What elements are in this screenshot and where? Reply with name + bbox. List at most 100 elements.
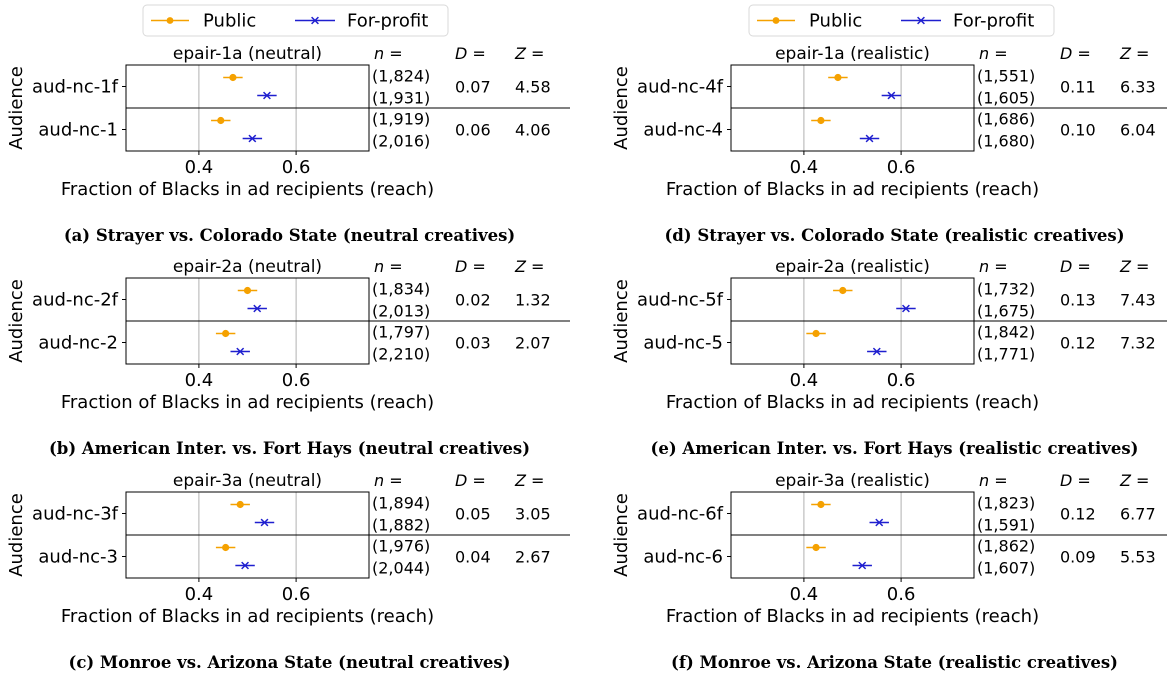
z-value: 6.04: [1120, 121, 1156, 140]
d-value: 0.06: [455, 121, 491, 140]
y-axis-label: Audience: [611, 66, 632, 150]
x-tick-label: 0.6: [282, 157, 311, 178]
z-value: 6.33: [1120, 78, 1156, 97]
public-point: [812, 329, 820, 338]
legend-public-marker: [166, 17, 174, 24]
public-point: [229, 73, 237, 82]
z-value: 2.67: [515, 548, 551, 567]
panel-title: epair-2a (realistic): [775, 257, 930, 277]
x-tick-label: 0.6: [887, 157, 916, 178]
stat-header-z: Z =: [1119, 44, 1149, 63]
stat-header-d: D =: [455, 44, 486, 63]
stat-header-n: n =: [374, 257, 403, 276]
panel-caption: (d) Strayer vs. Colorado State (realisti…: [664, 226, 1124, 245]
d-value: 0.09: [1060, 548, 1096, 567]
x-tick-label: 0.4: [790, 157, 819, 178]
d-value: 0.12: [1060, 505, 1096, 524]
y-axis-label: Audience: [6, 279, 27, 363]
panel-caption: (c) Monroe vs. Arizona State (neutral cr…: [69, 653, 511, 672]
x-tick-label: 0.4: [185, 157, 214, 178]
public-point: [839, 286, 847, 295]
panel-caption: (a) Strayer vs. Colorado State (neutral …: [64, 226, 515, 245]
forprofit-point: [865, 134, 874, 143]
n-forprofit: (1,882): [372, 516, 430, 535]
n-forprofit: (1,591): [977, 516, 1035, 535]
stat-header-d: D =: [455, 471, 486, 490]
legend: Public For-profit: [142, 4, 449, 37]
z-value: 4.58: [515, 78, 551, 97]
n-public: (1,976): [372, 537, 430, 556]
n-forprofit: (2,016): [372, 132, 430, 151]
forprofit-point: [236, 347, 245, 356]
d-value: 0.11: [1060, 78, 1096, 97]
d-value: 0.13: [1060, 291, 1096, 310]
forprofit-point: [260, 518, 269, 527]
stat-header-z: Z =: [1119, 257, 1149, 276]
x-tick-label: 0.6: [282, 370, 311, 391]
n-public: (1,732): [977, 280, 1035, 299]
z-value: 3.05: [515, 505, 551, 524]
public-point: [217, 116, 225, 125]
x-tick-label: 0.4: [790, 584, 819, 605]
x-axis-label: Fraction of Blacks in ad recipients (rea…: [666, 606, 1039, 627]
y-axis-label: Audience: [611, 493, 632, 577]
x-tick-label: 0.4: [790, 370, 819, 391]
public-point: [222, 543, 230, 552]
d-value: 0.10: [1060, 121, 1096, 140]
z-value: 2.07: [515, 334, 551, 353]
d-value: 0.04: [455, 548, 491, 567]
stat-header-z: Z =: [514, 471, 544, 490]
x-axis-label: Fraction of Blacks in ad recipients (rea…: [61, 606, 434, 627]
stat-header-z: Z =: [514, 44, 544, 63]
z-value: 7.43: [1120, 291, 1156, 310]
forprofit-point: [887, 91, 896, 100]
n-forprofit: (1,675): [977, 302, 1035, 321]
forprofit-point: [858, 561, 867, 570]
d-value: 0.07: [455, 78, 491, 97]
forprofit-point: [902, 304, 910, 313]
panel-a: epair-1a (neutral) n = D = Z = 0.4 0.6Fractio…: [6, 44, 570, 245]
panel-c: epair-3a (neutral) n = D = Z = 0.4 0.6Fractio…: [6, 471, 570, 672]
z-value: 4.06: [515, 121, 551, 140]
z-value: 6.77: [1120, 505, 1156, 524]
n-forprofit: (1,931): [372, 89, 430, 108]
n-forprofit: (2,210): [372, 345, 430, 364]
d-value: 0.05: [455, 505, 491, 524]
legend-public-label: Public: [203, 11, 256, 32]
y-tick-label: aud-nc-1: [38, 120, 118, 141]
n-forprofit: (2,013): [372, 302, 430, 321]
panel-title: epair-1a (neutral): [173, 44, 322, 64]
forprofit-point: [872, 347, 881, 356]
x-tick-label: 0.4: [185, 370, 214, 391]
x-axis-label: Fraction of Blacks in ad recipients (rea…: [666, 392, 1039, 413]
public-point: [817, 116, 825, 125]
panel-d: epair-1a (realistic) n = D = Z = 0.4 0.6Fract…: [611, 44, 1167, 245]
panel-title: epair-3a (neutral): [173, 471, 322, 491]
forprofit-point: [263, 91, 271, 100]
n-public: (1,686): [977, 110, 1035, 129]
y-axis-label: Audience: [6, 493, 27, 577]
y-tick-label: aud-nc-4: [643, 120, 723, 141]
panel-title: epair-3a (realistic): [775, 471, 930, 491]
y-tick-label: aud-nc-3f: [32, 504, 119, 525]
legend-forprofit-marker: [917, 16, 925, 25]
legend-forprofit-marker: [311, 16, 319, 25]
public-point: [834, 73, 842, 82]
z-value: 1.32: [515, 291, 551, 310]
n-public: (1,824): [372, 67, 430, 86]
n-public: (1,862): [977, 537, 1035, 556]
x-axis-label: Fraction of Blacks in ad recipients (rea…: [61, 179, 434, 200]
n-public: (1,823): [977, 494, 1035, 513]
legend-forprofit-label: For-profit: [347, 11, 428, 32]
public-point: [236, 500, 244, 509]
panel-caption: (e) American Inter. vs. Fort Hays (reali…: [651, 439, 1139, 458]
n-public: (1,551): [977, 67, 1035, 86]
legend-public-marker: [772, 17, 780, 24]
stat-header-d: D =: [1060, 471, 1091, 490]
forprofit-point: [253, 304, 262, 313]
n-forprofit: (1,771): [977, 345, 1035, 364]
stat-header-n: n =: [374, 471, 403, 490]
stat-header-n: n =: [374, 44, 403, 63]
stat-header-d: D =: [1060, 44, 1091, 63]
